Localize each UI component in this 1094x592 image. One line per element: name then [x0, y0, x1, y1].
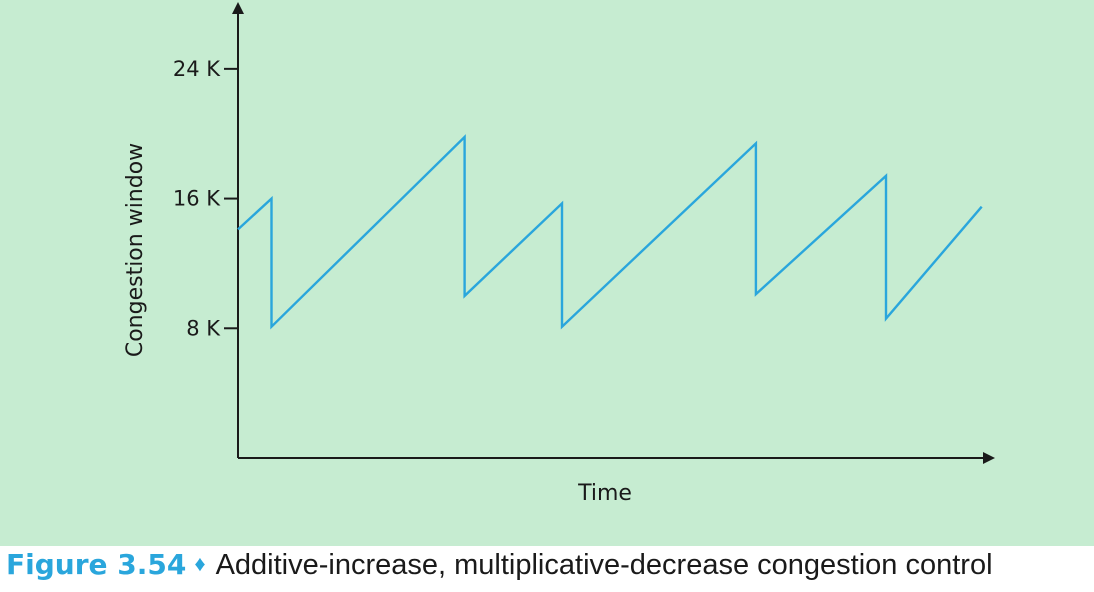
congestion-window-line: [237, 134, 983, 330]
diamond-icon: ♦: [194, 551, 206, 576]
chart-background: 8 K 16 K 24 K Congestion window Time: [0, 0, 1094, 546]
figure-label: Figure 3.54: [6, 548, 187, 581]
y-tick-label: 8 K: [186, 316, 221, 340]
congestion-window-chart: 8 K 16 K 24 K Congestion window Time: [123, 2, 995, 506]
y-axis-title: Congestion window: [123, 143, 148, 357]
caption-text: Additive-increase, multiplicative-decrea…: [215, 549, 993, 581]
series-group: [237, 134, 983, 330]
y-tick-label: 24 K: [173, 57, 221, 81]
figure-caption: Figure 3.54 ♦ Additive-increase, multiplic…: [6, 543, 993, 587]
x-axis-title: Time: [577, 481, 632, 506]
y-tick-label: 16 K: [173, 187, 221, 211]
y-axis-ticks: 8 K 16 K 24 K: [173, 57, 238, 340]
